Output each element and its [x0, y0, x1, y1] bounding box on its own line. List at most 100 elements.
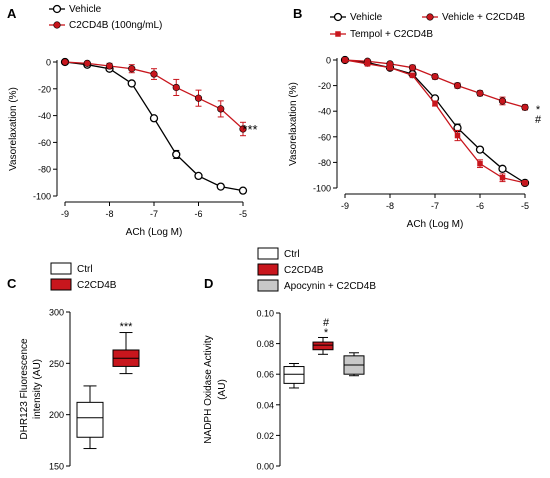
legend-item: Vehicle: [330, 12, 383, 23]
box-3: [343, 352, 365, 377]
y-axis-label: Vasorelaxation (%): [288, 82, 299, 166]
legend-item: Apocynin + C2CD4B: [257, 279, 376, 292]
x-tick-label: -7: [431, 201, 439, 211]
data-point: [431, 73, 439, 81]
legend-marker: [53, 21, 61, 29]
data-point: [387, 64, 393, 71]
data-point: [364, 61, 371, 67]
y-tick-label: 0: [326, 56, 331, 66]
legend-swatch: [50, 278, 72, 291]
legend-swatch: [257, 263, 279, 276]
x-tick-label: -8: [386, 201, 394, 211]
data-point: [217, 105, 225, 113]
panel-label: A: [7, 6, 17, 21]
legend-label: C2CD4B: [284, 265, 324, 276]
line-chart-panel-a: A 0 -20 -40 -60 -80 -100 -9 -8 -7 -6 -5 ACh (Log M) V…: [7, 4, 258, 238]
y-tick-label: 300: [49, 308, 64, 318]
legend-label: Apocynin + C2CD4B: [284, 281, 376, 292]
legend-item: C2CD4B (100ng/mL): [49, 20, 162, 31]
panel-label: B: [293, 6, 302, 21]
legend-swatch: [257, 279, 279, 292]
y-tick-label: -20: [318, 81, 331, 91]
y-tick-label: -80: [38, 165, 51, 175]
data-point: [476, 89, 484, 97]
series-line: [64, 61, 244, 192]
panel-label: D: [204, 276, 213, 291]
data-point: [342, 57, 348, 63]
series-2: [61, 58, 247, 137]
box-body: [312, 341, 334, 351]
y-tick-label: -60: [318, 132, 331, 142]
box-2: [312, 336, 334, 355]
legend-marker: [52, 4, 62, 14]
legend-item: C2CD4B: [257, 263, 324, 276]
y-tick-label: 0.10: [256, 309, 274, 319]
y-tick-label: -60: [38, 138, 51, 148]
legend-item: Ctrl: [50, 262, 93, 275]
significance-label: ***: [242, 122, 257, 137]
y-tick-label: -40: [38, 111, 51, 121]
legend-label: C2CD4B (100ng/mL): [69, 20, 162, 31]
y-tick-label: 0.08: [256, 339, 274, 349]
box-2: [112, 332, 140, 375]
x-tick-label: -9: [341, 201, 349, 211]
data-point: [408, 64, 417, 72]
data-point: [194, 171, 203, 181]
y-axis-label: Vasorelaxation (%): [8, 87, 19, 171]
y-tick-label: 200: [49, 410, 64, 420]
box-chart-panel-d: D 0.00 0.02 0.04 0.06 0.08 0.10 NADPH Oxidase A…: [203, 247, 376, 472]
data-point: [499, 175, 506, 181]
legend-label: Ctrl: [77, 264, 93, 275]
data-point: [127, 79, 136, 88]
significance-label: #: [535, 114, 542, 126]
y-tick-label: 0.06: [256, 370, 274, 380]
data-point: [521, 103, 529, 111]
box-1: [283, 362, 305, 389]
legend-marker: [426, 13, 434, 21]
y-axis-label: DHR123 Fluorescence: [19, 338, 30, 440]
data-point: [239, 125, 247, 133]
significance-label: *: [536, 104, 541, 116]
y-tick-label: -40: [318, 107, 331, 117]
x-tick-label: -9: [61, 209, 69, 219]
x-tick-label: -8: [105, 209, 113, 219]
legend-item: Vehicle + C2CD4B: [422, 12, 525, 23]
data-point: [172, 83, 180, 92]
data-point: [149, 114, 159, 123]
data-point: [83, 59, 91, 67]
data-point: [409, 72, 416, 79]
line-chart-panel-b: B 0 -20 -40 -60 -80 -100 -9 -8 -7 -6 -5 ACh (Log M) V…: [288, 6, 542, 230]
data-point: [150, 70, 158, 78]
x-tick-label: -6: [476, 201, 484, 211]
y-axis-label: intensity (AU): [32, 359, 43, 419]
y-tick-label: 0: [46, 58, 51, 68]
legend-swatch: [50, 262, 72, 275]
panel-label: C: [7, 276, 17, 291]
data-point: [216, 182, 225, 191]
legend-label: Vehicle + C2CD4B: [442, 12, 525, 23]
legend-label: Vehicle: [350, 12, 383, 23]
y-axis-label: NADPH Oxidase Activity: [203, 335, 214, 443]
x-tick-label: -6: [194, 209, 202, 219]
x-tick-label: -5: [239, 209, 247, 219]
series-3: [342, 57, 528, 186]
data-point: [454, 132, 461, 139]
data-point: [172, 150, 181, 159]
legend-marker: [333, 12, 343, 22]
data-point: [498, 97, 507, 105]
data-point: [238, 186, 248, 195]
legend-swatch: [257, 247, 279, 260]
y-tick-label: -20: [38, 84, 51, 94]
x-axis-label: ACh (Log M): [407, 219, 464, 230]
y-tick-label: -100: [313, 184, 331, 194]
legend-item: Tempol + C2CD4B: [330, 29, 433, 40]
y-tick-label: 0.00: [256, 462, 274, 472]
y-tick-label: 0.04: [256, 400, 274, 410]
x-tick-label: -5: [521, 201, 529, 211]
y-tick-label: -100: [33, 192, 51, 202]
legend-label: Vehicle: [69, 4, 102, 15]
legend-item: C2CD4B: [50, 278, 117, 291]
box-body: [283, 366, 305, 384]
series-2: [341, 56, 529, 111]
